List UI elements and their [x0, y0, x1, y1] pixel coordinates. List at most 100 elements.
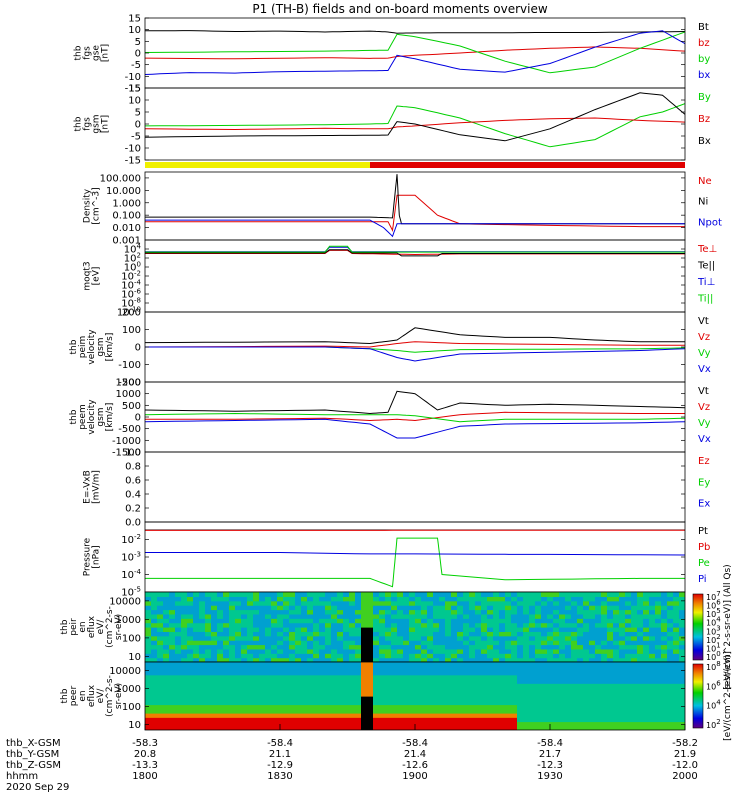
spectrogram-cell	[319, 704, 326, 710]
spectrogram-cell	[535, 713, 542, 718]
spectrogram-cell	[589, 708, 596, 714]
spectrogram-cell	[247, 644, 254, 650]
spectrogram-cell	[475, 700, 482, 706]
spectrogram-cell	[457, 648, 464, 654]
spectrogram-cell	[403, 725, 410, 730]
spectrogram-cell	[607, 609, 614, 615]
spectrogram-cell	[475, 687, 482, 693]
spectrogram-cell	[451, 704, 458, 710]
spectrogram-cell	[661, 627, 668, 632]
x-axis-row-value: -12.6	[402, 760, 428, 771]
spectrogram-cell	[523, 683, 530, 689]
spectrogram-cell	[523, 622, 530, 628]
spectrogram-cell	[235, 609, 242, 615]
spectrogram-cell	[199, 605, 206, 611]
spectrogram-cell	[433, 605, 440, 611]
spectrogram-cell	[475, 691, 482, 697]
spectrogram-cell	[559, 687, 566, 693]
spectrogram-cell	[403, 618, 410, 624]
spectrogram-cell	[313, 635, 320, 641]
spectrogram-cell	[469, 670, 476, 676]
spectrogram-cell	[457, 696, 464, 701]
spectrogram-cell	[475, 670, 482, 676]
spectrogram-cell	[247, 657, 254, 662]
spectrogram-cell	[295, 592, 302, 597]
spectrogram-cell	[247, 713, 254, 718]
spectrogram-cell	[679, 653, 685, 659]
spectrogram-cell	[439, 648, 446, 654]
spectrogram-cell	[325, 644, 332, 650]
spectrogram-cell	[391, 631, 398, 637]
y-tick-label: 0	[135, 120, 141, 131]
spectrogram-cell	[535, 600, 542, 606]
spectrogram-cell	[583, 674, 590, 680]
spectrogram-cell	[169, 704, 176, 710]
spectrogram-cell	[511, 662, 518, 667]
spectrogram-cell	[607, 721, 614, 727]
spectrogram-cell	[577, 674, 584, 680]
spectrogram-cell	[565, 670, 572, 676]
spectrogram-cell	[217, 679, 224, 684]
spectrogram-cell	[319, 687, 326, 693]
spectrogram-cell	[199, 592, 206, 597]
spectrogram-cell	[205, 644, 212, 650]
spectrogram-cell	[301, 640, 308, 646]
spectrogram-cell	[427, 696, 434, 701]
spectrogram-cell	[259, 708, 266, 714]
spectrogram-cell	[169, 635, 176, 641]
spectrogram-cell	[457, 613, 464, 619]
spectrogram-cell	[145, 691, 152, 697]
spectrogram-cell	[223, 605, 230, 611]
spectrogram-cell	[445, 696, 452, 701]
spectrogram-cell	[505, 644, 512, 650]
spectrogram-cell	[175, 691, 182, 697]
spectrogram-cell	[355, 657, 362, 662]
spectrogram-cell	[661, 704, 668, 710]
spectrogram-cell	[493, 679, 500, 684]
spectrogram-cell	[217, 622, 224, 628]
spectrogram-cell	[499, 700, 506, 706]
spectrogram-cell	[631, 648, 638, 654]
spectrogram-cell	[493, 622, 500, 628]
colorbar-tick-label: 107	[706, 590, 721, 602]
spectrogram-cell	[355, 713, 362, 718]
spectrogram-cell	[613, 648, 620, 654]
spectrogram-cell	[253, 613, 260, 619]
spectrogram-cell	[211, 679, 218, 684]
spectrogram-cell	[391, 691, 398, 697]
spectrogram-cell	[577, 648, 584, 654]
spectrogram-cell	[529, 609, 536, 615]
spectrogram-cell	[151, 696, 158, 701]
spectrogram-cell	[607, 691, 614, 697]
spectrogram-cell	[229, 700, 236, 706]
spectrogram-cell	[379, 618, 386, 624]
spectrogram-cell	[421, 713, 428, 718]
spectrogram-cell	[385, 644, 392, 650]
spectrogram-cell	[505, 721, 512, 727]
legend-label: Ti⊥	[697, 277, 715, 288]
spectrogram-cell	[343, 631, 350, 637]
spectrogram-cell	[577, 721, 584, 727]
spectrogram-cell	[577, 635, 584, 641]
x-axis-row-value: -58.3	[132, 738, 158, 749]
spectrogram-cell	[655, 592, 662, 597]
spectrogram-cell	[379, 635, 386, 641]
spectrogram-cell	[367, 653, 374, 659]
spectrogram-cell	[211, 683, 218, 689]
spectrogram-cell	[175, 704, 182, 710]
spectrogram-cell	[397, 622, 404, 628]
spectrogram-cell	[673, 635, 680, 641]
spectrogram-cell	[553, 691, 560, 697]
spectrogram-cell	[181, 622, 188, 628]
spectrogram-cell	[169, 670, 176, 676]
spectrogram-cell	[379, 622, 386, 628]
spectrogram-cell	[643, 648, 650, 654]
spectrogram-cell	[631, 631, 638, 637]
spectrogram-cell	[427, 644, 434, 650]
spectrogram-cell	[595, 662, 602, 667]
spectrogram-cell	[679, 700, 685, 706]
spectrogram-cell	[379, 666, 386, 672]
spectrogram-cell	[451, 653, 458, 659]
spectrogram-cell	[517, 696, 524, 701]
spectrogram-cell	[643, 596, 650, 602]
